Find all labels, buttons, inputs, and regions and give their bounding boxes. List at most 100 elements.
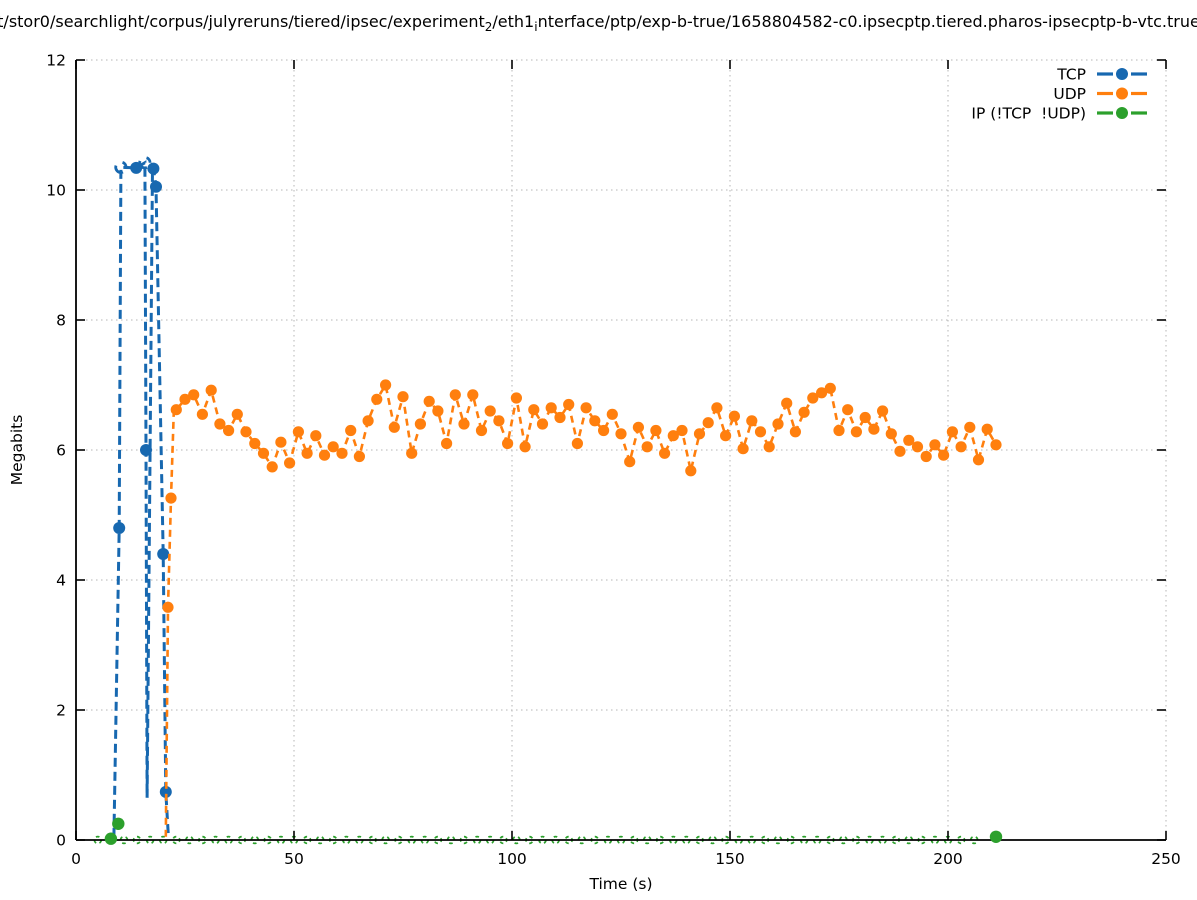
udp-marker (519, 441, 531, 453)
udp-marker (231, 408, 243, 420)
udp-marker (449, 389, 461, 401)
udp-marker (441, 437, 453, 450)
legend-swatch-dot (1116, 87, 1128, 100)
udp-marker (990, 439, 1002, 451)
tcp-marker (157, 548, 170, 560)
udp-marker (493, 415, 505, 427)
chart-title: t/stor0/searchlight/corpus/julyreruns/ti… (0, 12, 1197, 35)
udp-marker (310, 430, 322, 442)
udp-marker (754, 426, 767, 438)
y-tick-label: 2 (56, 701, 66, 719)
udp-marker (693, 428, 706, 440)
udp-marker (223, 424, 235, 437)
udp-marker (414, 418, 426, 430)
tcp-marker (150, 180, 162, 193)
x-tick-label: 100 (497, 850, 527, 868)
y-tick-label: 0 (56, 831, 66, 849)
udp-marker (336, 447, 348, 459)
udp-marker (528, 404, 540, 416)
udp-marker (510, 392, 522, 404)
udp-marker (598, 424, 610, 437)
udp-marker (911, 441, 924, 453)
udp-marker (807, 392, 819, 404)
tcp-line (112, 160, 170, 837)
udp-marker (859, 411, 871, 424)
y-tick-label: 10 (46, 181, 66, 199)
udp-marker (397, 391, 409, 403)
udp-marker (659, 447, 671, 459)
udp-marker (746, 415, 758, 427)
tcp-marker (159, 785, 172, 798)
udp-marker (205, 384, 217, 396)
udp-marker (938, 449, 950, 461)
udp-marker (545, 402, 557, 414)
udp-marker (484, 405, 496, 417)
udp-marker (475, 424, 488, 437)
udp-marker (371, 393, 383, 405)
tcp-arc-marker (114, 160, 128, 174)
udp-marker (380, 379, 392, 391)
udp-marker (362, 415, 374, 427)
udp-marker (972, 454, 985, 466)
x-tick-label: 250 (1151, 850, 1181, 868)
udp-marker (589, 415, 601, 427)
udp-marker (388, 421, 400, 433)
udp-marker (606, 408, 618, 420)
gridlines (76, 59, 1167, 840)
udp-marker (327, 441, 339, 453)
udp-marker (650, 424, 662, 437)
tcp-marker (140, 444, 152, 456)
udp-marker (728, 410, 741, 422)
udp-marker (833, 424, 845, 437)
udp-marker (214, 418, 226, 430)
udp-marker (702, 417, 714, 429)
udp-marker (162, 601, 174, 613)
udp-marker (964, 421, 976, 433)
udp-marker (929, 439, 941, 451)
ip-dot (104, 832, 118, 845)
udp-marker (536, 418, 549, 430)
udp-marker (632, 421, 645, 433)
udp-marker (353, 450, 365, 463)
udp-marker (266, 461, 278, 473)
tick-labels: 0 50 100 150 200 250 0 2 4 6 8 10 12 (46, 51, 1181, 868)
legend-swatch-dot (1116, 68, 1128, 80)
udp-marker (720, 430, 732, 442)
udp-marker (685, 465, 697, 477)
legend-label: IP (!TCP !UDP) (971, 104, 1086, 122)
udp-marker (257, 447, 270, 459)
udp-series (162, 379, 1002, 837)
udp-marker (502, 437, 514, 450)
y-tick-label: 12 (46, 51, 66, 69)
ip-dot (989, 830, 1003, 843)
x-tick-label: 0 (71, 850, 81, 868)
udp-marker (275, 436, 287, 448)
udp-marker (170, 404, 182, 416)
tcp-marker (113, 522, 126, 534)
udp-marker (868, 423, 880, 435)
y-tick-label: 8 (56, 311, 66, 329)
udp-marker (920, 450, 932, 463)
udp-marker (432, 405, 444, 417)
udp-marker (816, 387, 828, 399)
udp-marker (946, 426, 959, 438)
x-axis-title: Time (s) (588, 875, 652, 893)
y-tick-label: 4 (56, 571, 66, 589)
udp-marker (798, 406, 810, 418)
udp-marker (563, 398, 575, 411)
udp-marker (345, 424, 357, 437)
legend-swatch-dot (1116, 107, 1128, 119)
title-subscript: 2 (484, 20, 493, 35)
udp-marker (903, 434, 915, 446)
udp-marker (196, 408, 208, 420)
tick-marks (75, 59, 1167, 841)
udp-marker (850, 426, 863, 438)
udp-marker (955, 441, 967, 453)
udp-marker (763, 441, 775, 453)
udp-marker (292, 426, 304, 438)
tcp-series (112, 156, 172, 837)
udp-marker (423, 395, 435, 407)
legend-item-udp: UDP (1053, 85, 1147, 103)
